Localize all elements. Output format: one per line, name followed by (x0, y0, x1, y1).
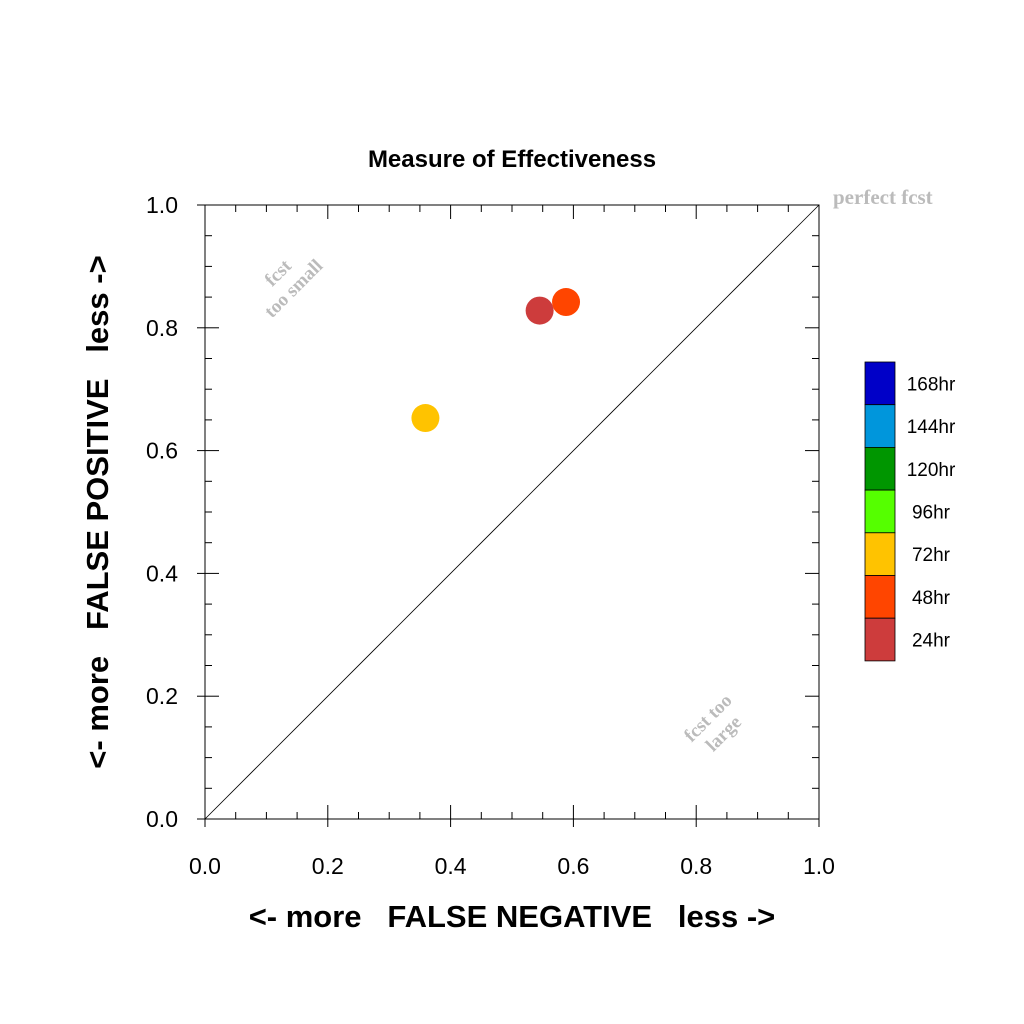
perfect-forecast-annotation: perfect fcst (833, 185, 933, 209)
legend-swatch-24hr (864, 617, 896, 662)
legend-swatch-96hr (864, 489, 896, 534)
data-point-48hr (552, 288, 581, 317)
legend-swatch-120hr (864, 446, 896, 491)
x-tick-label: 0.0 (189, 853, 221, 879)
x-tick-label: 0.2 (312, 853, 344, 879)
too-small-annotation: fcst too small (261, 255, 328, 322)
axis-ticks (197, 204, 820, 827)
data-point-72hr (411, 404, 440, 433)
legend-label: 120hr (907, 460, 956, 481)
y-tick-label: 0.8 (146, 315, 178, 341)
legend-swatch-168hr (864, 361, 896, 406)
legend-swatch-48hr (864, 575, 896, 619)
data-point-24hr (525, 296, 554, 325)
y-tick-label: 0.6 (146, 438, 178, 464)
legend-swatch-72hr (864, 532, 896, 576)
legend-label: 24hr (912, 631, 951, 652)
x-tick-label: 0.6 (557, 853, 589, 879)
legend-label: 96hr (912, 502, 951, 523)
legend-swatch-144hr (864, 404, 896, 448)
y-tick-label: 0.0 (146, 806, 178, 832)
diagonal-reference-line (204, 204, 820, 820)
legend-label: 168hr (907, 374, 956, 395)
data-points (411, 288, 581, 433)
y-tick-labels: 0.0 0.2 0.4 0.6 0.8 1.0 (146, 192, 178, 832)
y-tick-label: 1.0 (146, 192, 178, 218)
too-large-annotation: fcst too large (680, 690, 746, 756)
x-tick-label: 0.4 (435, 853, 467, 879)
legend-label: 144hr (907, 417, 956, 438)
x-axis-label: <- more FALSE NEGATIVE less -> (249, 899, 776, 934)
y-tick-label: 0.4 (146, 560, 178, 586)
x-tick-label: 1.0 (803, 853, 835, 879)
legend-label: 72hr (912, 545, 951, 566)
forecast-lead-legend: 168hr 144hr 120hr 96hr 72hr 48hr 24hr (864, 361, 956, 662)
y-tick-label: 0.2 (146, 683, 178, 709)
chart-title: Measure of Effectiveness (368, 146, 656, 173)
x-tick-labels: 0.0 0.2 0.4 0.6 0.8 1.0 (189, 853, 835, 879)
x-tick-label: 0.8 (680, 853, 712, 879)
y-axis-label: <- more FALSE POSITIVE less -> (80, 255, 115, 768)
legend-label: 48hr (912, 588, 951, 609)
